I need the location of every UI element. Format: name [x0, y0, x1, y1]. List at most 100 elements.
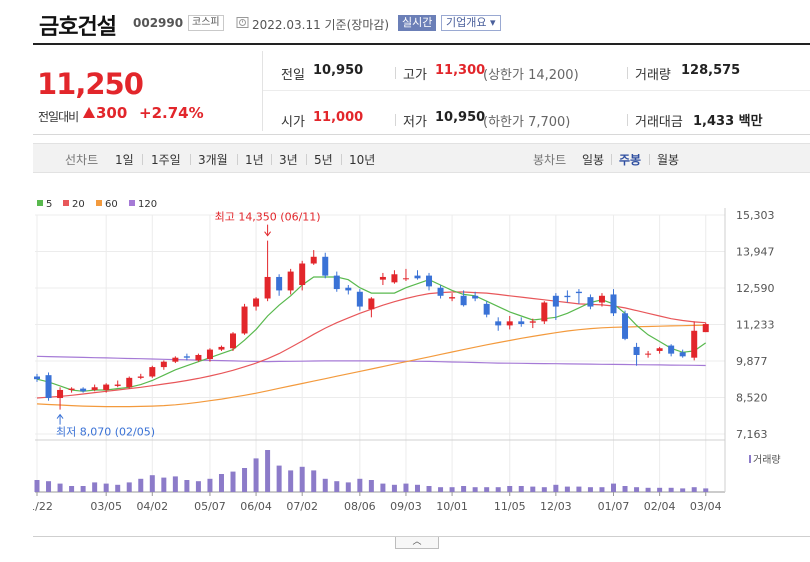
x-tick-label: 10/01 — [436, 500, 468, 513]
divider — [263, 90, 810, 91]
volume-bar — [634, 487, 640, 492]
upper-limit: (상한가 14,200) — [483, 68, 579, 83]
change-label: 전일대비 — [38, 110, 79, 124]
volume-bar — [611, 483, 616, 492]
candle-body — [230, 333, 237, 349]
volume-bar — [138, 478, 144, 492]
candle-body — [91, 387, 98, 390]
legend-label: 60 — [105, 199, 118, 210]
candle-body — [310, 256, 317, 264]
ma120-line — [36, 355, 706, 367]
volume-bar — [149, 475, 155, 492]
volume-bar — [541, 487, 547, 492]
candle-body — [610, 294, 617, 314]
volume-bar — [680, 488, 686, 492]
candle-body — [633, 346, 640, 355]
collapse-chevron-icon[interactable]: ︿ — [395, 537, 439, 549]
low-value: 10,950 — [435, 110, 486, 125]
legend-label: 120 — [138, 199, 157, 210]
volume-bar — [576, 486, 582, 492]
legend-label: 5 — [46, 199, 52, 210]
volume-legend-swatch — [749, 455, 751, 463]
candle-body — [183, 356, 190, 358]
candle-body — [702, 324, 709, 333]
y-tick-label: 12,590 — [736, 282, 775, 295]
legend-swatch — [96, 200, 102, 206]
x-tick-label: 11/05 — [494, 500, 526, 513]
tab-1y[interactable]: 1년 — [245, 153, 264, 167]
volume-bar — [426, 486, 432, 492]
tab-5y[interactable]: 5년 — [314, 153, 333, 167]
candle-body — [472, 295, 479, 299]
ma60-line — [36, 324, 706, 408]
divider — [262, 51, 263, 131]
volume-bar — [391, 484, 397, 492]
quote-summary: 11,250 전일대비 300 +2.74% 전일 10,950 고가 11,3… — [33, 43, 810, 135]
stock-chart: 15,303 13,947 12,590 11,233 9,877 8,520 7,163 0… — [21, 190, 810, 537]
x-tick-label: 09/03 — [390, 500, 422, 513]
candle-body — [402, 278, 409, 280]
legend-swatch — [37, 200, 43, 206]
volume-bar — [657, 487, 663, 492]
x-tick-label: 05/07 — [194, 500, 226, 513]
candle-body — [206, 349, 213, 360]
low-label: 저가 — [403, 115, 427, 130]
volume-bar — [587, 487, 593, 492]
volume-bar — [368, 480, 374, 492]
x-tick-label: 03/04 — [690, 500, 722, 513]
volume-bar — [92, 482, 98, 492]
x-tick-label: 01/22 — [33, 500, 53, 513]
candle-body — [322, 256, 329, 276]
tab-1w[interactable]: 1주일 — [151, 153, 181, 167]
volume-bar — [334, 481, 340, 492]
max-arrow-head — [264, 231, 272, 237]
volume-bar — [449, 487, 455, 492]
candle-body — [541, 302, 548, 322]
tab-weekly[interactable]: 주봉 — [619, 153, 642, 167]
y-tick-label: 15,303 — [736, 209, 775, 222]
tab-10y[interactable]: 10년 — [349, 153, 376, 167]
candle-body — [679, 352, 686, 357]
candle-body — [691, 330, 698, 358]
change-percent: +2.74% — [139, 104, 204, 122]
up-arrow-icon — [83, 107, 95, 118]
candle-body — [552, 295, 559, 307]
max-annotation: 최고 14,350 (06/11) — [215, 211, 321, 224]
x-tick-label: 03/05 — [90, 500, 122, 513]
candle-body — [276, 276, 283, 291]
tab-daily[interactable]: 일봉 — [582, 153, 605, 167]
tab-3m[interactable]: 3개월 — [198, 153, 228, 167]
volume-bar — [103, 483, 109, 492]
company-overview-dropdown[interactable]: 기업개요 ▾ — [441, 15, 501, 31]
volume-bar — [484, 487, 490, 492]
volume-bar — [69, 486, 75, 492]
current-price: 11,250 — [37, 67, 144, 101]
candle-body — [34, 376, 40, 380]
volume-label: 거래량 — [635, 68, 671, 83]
volume-bar — [265, 450, 271, 492]
x-tick-label: 12/03 — [540, 500, 572, 513]
candle-body — [137, 376, 144, 378]
candle-body — [518, 321, 525, 325]
candle-body — [80, 388, 87, 392]
high-label: 고가 — [403, 68, 427, 83]
y-tick-label: 9,877 — [736, 355, 768, 368]
volume-bar — [161, 477, 167, 492]
tab-3y[interactable]: 3년 — [279, 153, 298, 167]
ma5-line — [36, 276, 707, 392]
x-tick-label: 01/07 — [598, 500, 630, 513]
candle-body — [114, 384, 121, 386]
candle-body — [345, 287, 352, 291]
y-tick-label: 11,233 — [736, 319, 775, 332]
volume-bar — [311, 470, 317, 492]
y-tick-label: 13,947 — [736, 246, 775, 259]
volume-bar — [184, 480, 190, 492]
candle-body — [379, 276, 386, 280]
tab-monthly[interactable]: 월봉 — [657, 153, 680, 167]
candle-body — [103, 384, 110, 390]
candle-body — [668, 345, 675, 354]
candle-body — [437, 287, 444, 296]
realtime-button[interactable]: 실시간 — [398, 15, 437, 31]
candle-body — [391, 274, 398, 283]
tab-1d[interactable]: 1일 — [115, 153, 134, 167]
